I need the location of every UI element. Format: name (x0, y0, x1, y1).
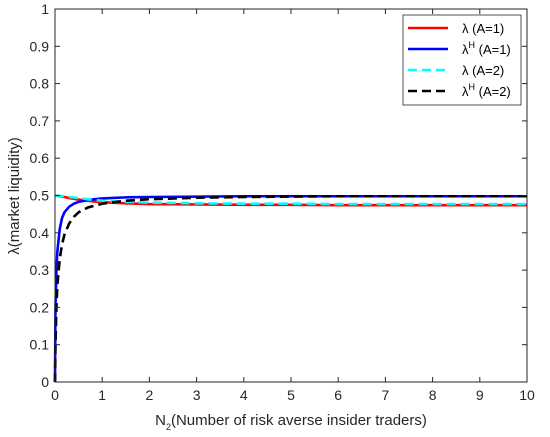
legend-symbol: λ (462, 84, 469, 99)
x-axis-title-subscript: 2 (166, 422, 171, 432)
x-axis-title: N2(Number of risk averse insider traders… (155, 412, 427, 432)
x-tick-label: 10 (519, 387, 535, 403)
y-tick-label: 0.4 (30, 225, 50, 241)
y-tick-label: 0 (41, 374, 49, 390)
x-axis-ticks: 0 1 2 3 4 5 6 7 8 9 10 (51, 9, 535, 403)
legend-superscript: H (469, 40, 476, 50)
legend: λ (A=1)λH (A=1)λ (A=2)λH (A=2) (402, 14, 522, 106)
y-tick-label: 0.7 (30, 113, 50, 129)
x-tick-label: 9 (476, 387, 484, 403)
x-tick-label: 0 (51, 387, 59, 403)
y-axis-title: λ(market liquidity) (6, 137, 23, 255)
legend-label-3: λ (A=2) (462, 63, 504, 78)
y-tick-label: 0.5 (30, 188, 50, 204)
y-axis-ticks: 0 0.1 0.2 0.3 0.4 0.5 0.6 0.7 0.8 0.9 1 (30, 1, 527, 390)
x-tick-label: 4 (240, 387, 248, 403)
series-line-2 (53, 194, 527, 383)
x-axis-title-base: N (155, 412, 166, 429)
legend-symbol: λ (462, 42, 469, 57)
legend-rest: (A=1) (469, 21, 505, 36)
y-tick-label: 0.3 (30, 262, 50, 278)
x-tick-label: 5 (287, 387, 295, 403)
x-tick-label: 6 (334, 387, 342, 403)
y-tick-label: 1 (41, 1, 49, 17)
legend-rest: (A=1) (475, 42, 511, 57)
series-layer (53, 194, 527, 383)
legend-rest: (A=2) (475, 84, 511, 99)
x-tick-label: 3 (193, 387, 201, 403)
series-line-1 (54, 194, 527, 207)
y-tick-label: 0.8 (30, 76, 50, 92)
legend-label-2: λH (A=1) (462, 40, 511, 57)
y-tick-label: 0.9 (30, 38, 50, 54)
legend-label-1: λ (A=1) (462, 21, 504, 36)
legend-symbol: λ (462, 21, 469, 36)
legend-symbol: λ (462, 63, 469, 78)
legend-superscript: H (469, 82, 476, 92)
y-tick-label: 0.6 (30, 150, 50, 166)
x-tick-label: 7 (382, 387, 390, 403)
y-tick-label: 0.1 (30, 337, 50, 353)
x-axis-title-rest: (Number of risk averse insider traders) (171, 412, 427, 429)
y-tick-label: 0.2 (30, 299, 50, 315)
x-tick-label: 8 (429, 387, 437, 403)
x-tick-label: 1 (98, 387, 106, 403)
legend-rest: (A=2) (469, 63, 505, 78)
legend-label-4: λH (A=2) (462, 82, 511, 99)
x-tick-label: 2 (146, 387, 154, 403)
